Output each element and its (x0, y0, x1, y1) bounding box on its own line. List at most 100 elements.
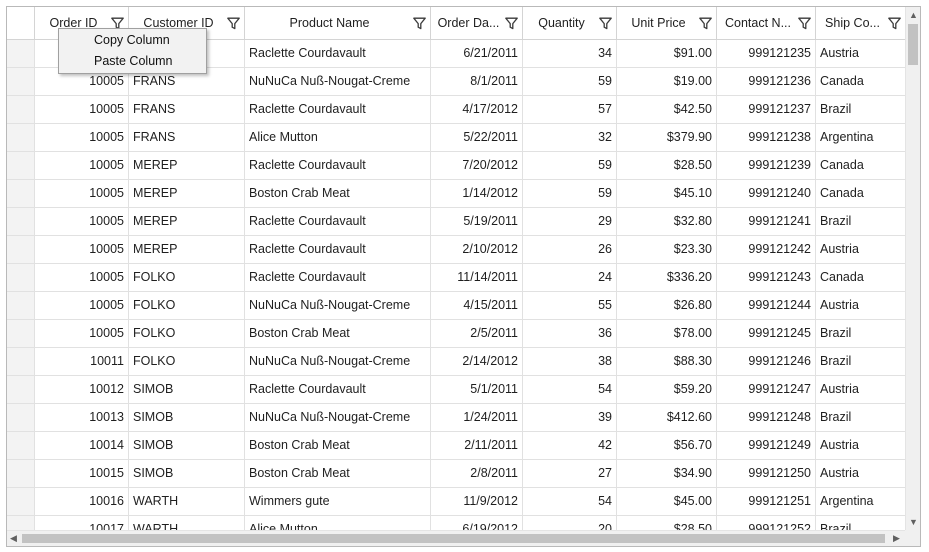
table-cell[interactable]: Austria (816, 460, 906, 488)
table-cell[interactable]: 1/14/2012 (431, 180, 523, 208)
table-cell[interactable]: Boston Crab Meat (245, 320, 431, 348)
table-cell[interactable]: $42.50 (617, 96, 717, 124)
table-row[interactable]: 10005 FOLKO NuNuCa Nuß-Nougat-Creme 4/15/20… (7, 292, 906, 320)
table-cell[interactable]: 2/14/2012 (431, 348, 523, 376)
table-row[interactable]: Raclette Courdavault 6/21/2011 34 $91.00 999… (7, 40, 906, 68)
table-cell[interactable]: NuNuCa Nuß-Nougat-Creme (245, 292, 431, 320)
table-row[interactable]: 10012 SIMOB Raclette Courdavault 5/1/2011 54… (7, 376, 906, 404)
table-cell[interactable]: FOLKO (129, 292, 245, 320)
table-cell[interactable]: 2/8/2011 (431, 460, 523, 488)
table-cell[interactable]: Alice Mutton (245, 124, 431, 152)
vertical-scroll-thumb[interactable] (908, 24, 918, 65)
table-cell[interactable]: 999121249 (717, 432, 816, 460)
table-cell[interactable]: $78.00 (617, 320, 717, 348)
column-header[interactable]: Customer ID (129, 7, 245, 39)
table-row[interactable]: 10013 SIMOB NuNuCa Nuß-Nougat-Creme 1/24/20… (7, 404, 906, 432)
table-cell[interactable]: $412.60 (617, 404, 717, 432)
table-cell[interactable]: SIMOB (129, 404, 245, 432)
table-cell[interactable]: 59 (523, 180, 617, 208)
table-cell[interactable]: NuNuCa Nuß-Nougat-Creme (245, 68, 431, 96)
table-row[interactable]: 10005 FOLKO Boston Crab Meat 2/5/2011 36 $78.… (7, 320, 906, 348)
table-cell[interactable]: 27 (523, 460, 617, 488)
table-cell[interactable]: 2/11/2011 (431, 432, 523, 460)
table-cell[interactable]: Argentina (816, 488, 906, 516)
table-cell[interactable]: 10005 (35, 124, 129, 152)
funnel-filter-icon[interactable] (599, 17, 612, 30)
table-cell[interactable]: 10005 (35, 320, 129, 348)
table-cell[interactable]: Wimmers gute (245, 488, 431, 516)
table-row[interactable]: 10005 MEREP Raclette Courdavault 2/10/2012 2… (7, 236, 906, 264)
table-cell[interactable]: 11/14/2011 (431, 264, 523, 292)
table-cell[interactable]: 999121246 (717, 348, 816, 376)
table-cell[interactable]: 36 (523, 320, 617, 348)
table-cell[interactable]: 4/17/2012 (431, 96, 523, 124)
table-cell[interactable]: 55 (523, 292, 617, 320)
row-indicator[interactable] (7, 124, 35, 152)
table-row[interactable]: 10015 SIMOB Boston Crab Meat 2/8/2011 27 $34.… (7, 460, 906, 488)
table-cell[interactable]: 10005 (35, 180, 129, 208)
table-cell[interactable]: $34.90 (617, 460, 717, 488)
table-cell[interactable]: WARTH (129, 488, 245, 516)
table-cell[interactable]: 2/5/2011 (431, 320, 523, 348)
table-row[interactable]: 10016 WARTH Wimmers gute 11/9/2012 54 $45.00 9… (7, 488, 906, 516)
table-cell[interactable]: FRANS (129, 68, 245, 96)
table-cell[interactable]: 10014 (35, 432, 129, 460)
table-cell[interactable]: NuNuCa Nuß-Nougat-Creme (245, 348, 431, 376)
table-cell[interactable]: 7/20/2012 (431, 152, 523, 180)
table-cell[interactable]: Raclette Courdavault (245, 152, 431, 180)
table-cell[interactable]: $19.00 (617, 68, 717, 96)
table-cell[interactable]: FOLKO (129, 320, 245, 348)
table-cell[interactable]: 42 (523, 432, 617, 460)
table-cell[interactable]: SIMOB (129, 376, 245, 404)
column-header[interactable]: Product Name (245, 7, 431, 39)
table-cell[interactable]: Canada (816, 152, 906, 180)
table-cell[interactable]: 999121244 (717, 292, 816, 320)
table-cell[interactable]: 999121250 (717, 460, 816, 488)
funnel-filter-icon[interactable] (699, 17, 712, 30)
table-cell[interactable]: 999121251 (717, 488, 816, 516)
table-cell[interactable]: $88.30 (617, 348, 717, 376)
table-cell[interactable]: Austria (816, 292, 906, 320)
table-cell[interactable]: 10005 (35, 292, 129, 320)
row-indicator[interactable] (7, 488, 35, 516)
table-cell[interactable]: $59.20 (617, 376, 717, 404)
table-cell[interactable]: Austria (816, 376, 906, 404)
table-cell[interactable]: Austria (816, 40, 906, 68)
table-cell[interactable]: MEREP (129, 152, 245, 180)
table-cell[interactable]: 10005 (35, 152, 129, 180)
row-indicator[interactable] (7, 208, 35, 236)
column-header[interactable]: Ship Co... (816, 7, 906, 39)
row-indicator[interactable] (7, 348, 35, 376)
table-cell[interactable]: 999121245 (717, 320, 816, 348)
table-row[interactable]: 10011 FOLKO NuNuCa Nuß-Nougat-Creme 2/14/20… (7, 348, 906, 376)
table-cell[interactable]: Raclette Courdavault (245, 208, 431, 236)
funnel-filter-icon[interactable] (413, 17, 426, 30)
table-cell[interactable]: 10011 (35, 348, 129, 376)
vertical-scrollbar[interactable]: ▲ ▼ (905, 7, 920, 531)
table-cell[interactable]: $379.90 (617, 124, 717, 152)
table-cell[interactable]: Austria (816, 432, 906, 460)
table-cell[interactable]: Austria (816, 236, 906, 264)
scroll-up-arrow-icon[interactable]: ▲ (909, 10, 918, 20)
table-cell[interactable]: 26 (523, 236, 617, 264)
column-header[interactable]: Quantity (523, 7, 617, 39)
row-indicator[interactable] (7, 96, 35, 124)
table-cell[interactable]: Canada (816, 68, 906, 96)
table-cell[interactable]: Argentina (816, 124, 906, 152)
table-cell[interactable]: $32.80 (617, 208, 717, 236)
row-indicator[interactable] (7, 180, 35, 208)
funnel-filter-icon[interactable] (505, 17, 518, 30)
table-cell[interactable]: Raclette Courdavault (245, 376, 431, 404)
table-cell[interactable]: 999121241 (717, 208, 816, 236)
table-cell[interactable]: 11/9/2012 (431, 488, 523, 516)
table-cell[interactable]: FOLKO (129, 348, 245, 376)
table-cell[interactable]: Brazil (816, 208, 906, 236)
table-cell[interactable]: 10005 (35, 264, 129, 292)
table-cell[interactable]: NuNuCa Nuß-Nougat-Creme (245, 404, 431, 432)
table-cell[interactable]: $91.00 (617, 40, 717, 68)
table-cell[interactable]: 999121247 (717, 376, 816, 404)
table-cell[interactable]: 999121243 (717, 264, 816, 292)
table-row[interactable]: 10005 MEREP Boston Crab Meat 1/14/2012 59 $45… (7, 180, 906, 208)
table-cell[interactable]: MEREP (129, 236, 245, 264)
row-indicator[interactable] (7, 320, 35, 348)
